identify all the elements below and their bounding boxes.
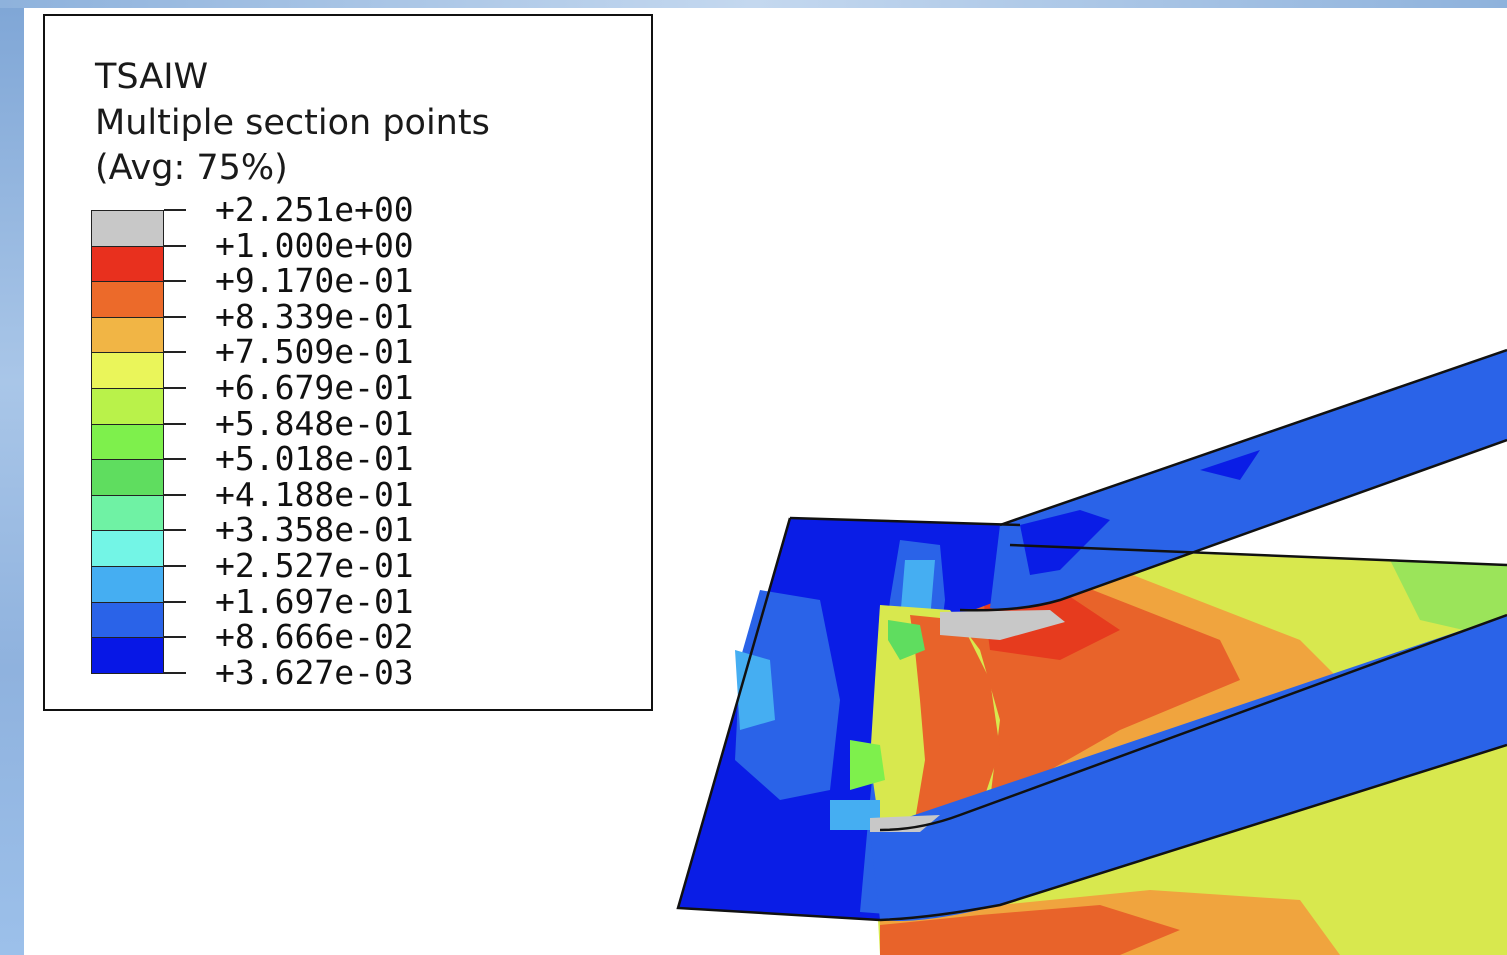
- legend-swatch: [91, 459, 164, 496]
- legend-tick: [164, 458, 186, 461]
- legend-value-label: +5.848e-01: [215, 403, 414, 443]
- legend-tick: [164, 244, 186, 247]
- legend-tick: [164, 565, 186, 567]
- legend-value-label: +6.679e-01: [215, 368, 414, 407]
- legend-tick: [164, 209, 186, 211]
- legend-value-label: +2.251e+00: [215, 190, 414, 229]
- legend-tick: [164, 600, 186, 603]
- legend-tick: [164, 529, 186, 532]
- legend-value-label: +7.509e-01: [215, 332, 414, 372]
- legend-swatch: [91, 637, 164, 674]
- legend-subtitle: Multiple section points: [95, 103, 490, 143]
- legend-tick: [164, 315, 186, 318]
- legend-value-label: +1.697e-01: [215, 581, 414, 621]
- legend-averaging: (Avg: 75%): [95, 148, 288, 188]
- legend-variable: TSAIW: [95, 57, 209, 97]
- legend-swatch: [91, 494, 164, 532]
- legend-value-label: +3.358e-01: [215, 510, 414, 550]
- legend-swatch: [91, 281, 164, 318]
- legend-tick: [164, 280, 186, 283]
- legend-tick: [164, 422, 186, 425]
- legend-swatch: [91, 423, 164, 461]
- legend-tick: [164, 493, 186, 496]
- legend-tick: [164, 671, 186, 674]
- legend-swatch: [91, 530, 164, 567]
- legend-swatch: [91, 316, 164, 354]
- legend-value-label: +1.000e+00: [215, 225, 414, 265]
- legend-tick: [164, 636, 186, 639]
- part-outline: [676, 516, 1507, 922]
- legend-swatch: [91, 566, 164, 603]
- legend-value-label: +8.339e-01: [215, 296, 414, 336]
- legend-swatch: [91, 210, 164, 247]
- legend-swatch: [91, 388, 164, 425]
- legend-value-label: +4.188e-01: [215, 474, 414, 514]
- legend-tick: [164, 351, 186, 354]
- contour-legend: TSAIW Multiple section points (Avg: 75%)…: [43, 14, 653, 711]
- window-frame-top: [0, 0, 1507, 8]
- legend-value-label: +3.627e-03: [215, 652, 414, 692]
- legend-value-label: +5.018e-01: [215, 439, 414, 479]
- legend-swatch: [91, 352, 164, 389]
- window-frame-left: [0, 0, 24, 955]
- legend-tick: [164, 387, 186, 389]
- lower-flange: [870, 613, 1507, 922]
- legend-value-label: +2.527e-01: [215, 546, 414, 585]
- legend-swatch: [91, 601, 164, 639]
- legend-value-label: +9.170e-01: [215, 261, 414, 301]
- upper-flange: [940, 348, 1507, 640]
- legend-value-label: +8.666e-02: [215, 617, 414, 657]
- legend-swatch: [91, 245, 164, 283]
